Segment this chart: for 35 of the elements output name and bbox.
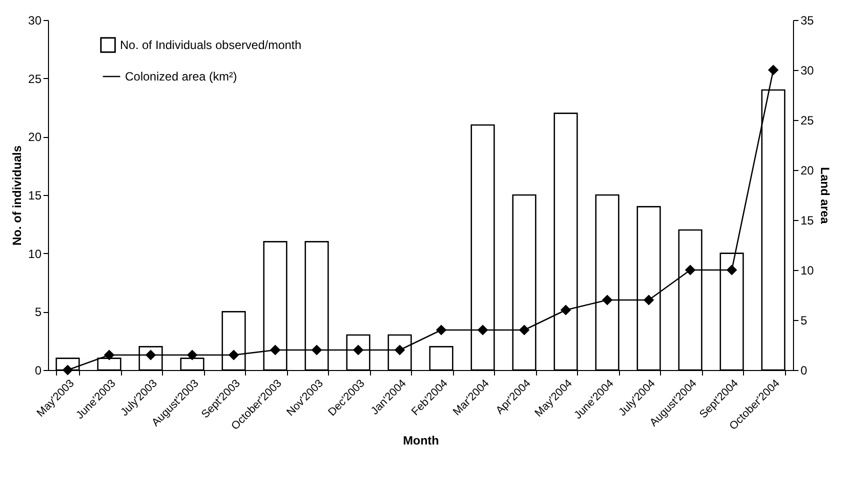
point <box>436 325 446 335</box>
y2-tick-label: 30 <box>800 64 814 78</box>
point <box>270 345 280 355</box>
y2-tick-label: 35 <box>800 14 814 28</box>
legend-label: Colonized area (km²) <box>125 70 238 84</box>
y-tick-label: 25 <box>28 72 42 86</box>
point <box>768 65 778 75</box>
y2-tick-label: 15 <box>800 214 814 228</box>
point <box>62 365 73 375</box>
y-tick-label: 30 <box>28 14 42 28</box>
y-tick-label: 5 <box>34 305 42 320</box>
point <box>187 350 198 360</box>
y-tick-label: 10 <box>28 246 42 261</box>
point <box>478 325 488 335</box>
point <box>602 295 612 305</box>
point <box>312 345 322 355</box>
y2-tick-label: 0 <box>800 364 808 378</box>
y2-tick-label: 10 <box>800 264 814 278</box>
y2-axis-title: Land area <box>818 167 832 224</box>
point <box>560 305 571 315</box>
y-axis-title: No. of individuals <box>10 145 24 246</box>
y2-tick-label: 25 <box>800 114 814 128</box>
point <box>228 350 239 360</box>
y-tick-label: 0 <box>34 364 42 378</box>
point <box>644 295 654 305</box>
y2-tick-label: 5 <box>800 314 808 328</box>
x-axis-title: Month <box>403 434 439 448</box>
y-tick-label: 15 <box>28 188 42 202</box>
legend-label: No. of Individuals observed/month <box>120 38 302 52</box>
point <box>104 350 114 360</box>
point <box>685 265 696 275</box>
y2-tick-label: 20 <box>800 164 814 178</box>
point <box>519 325 530 335</box>
y-tick-label: 20 <box>28 130 42 144</box>
point <box>726 265 737 275</box>
